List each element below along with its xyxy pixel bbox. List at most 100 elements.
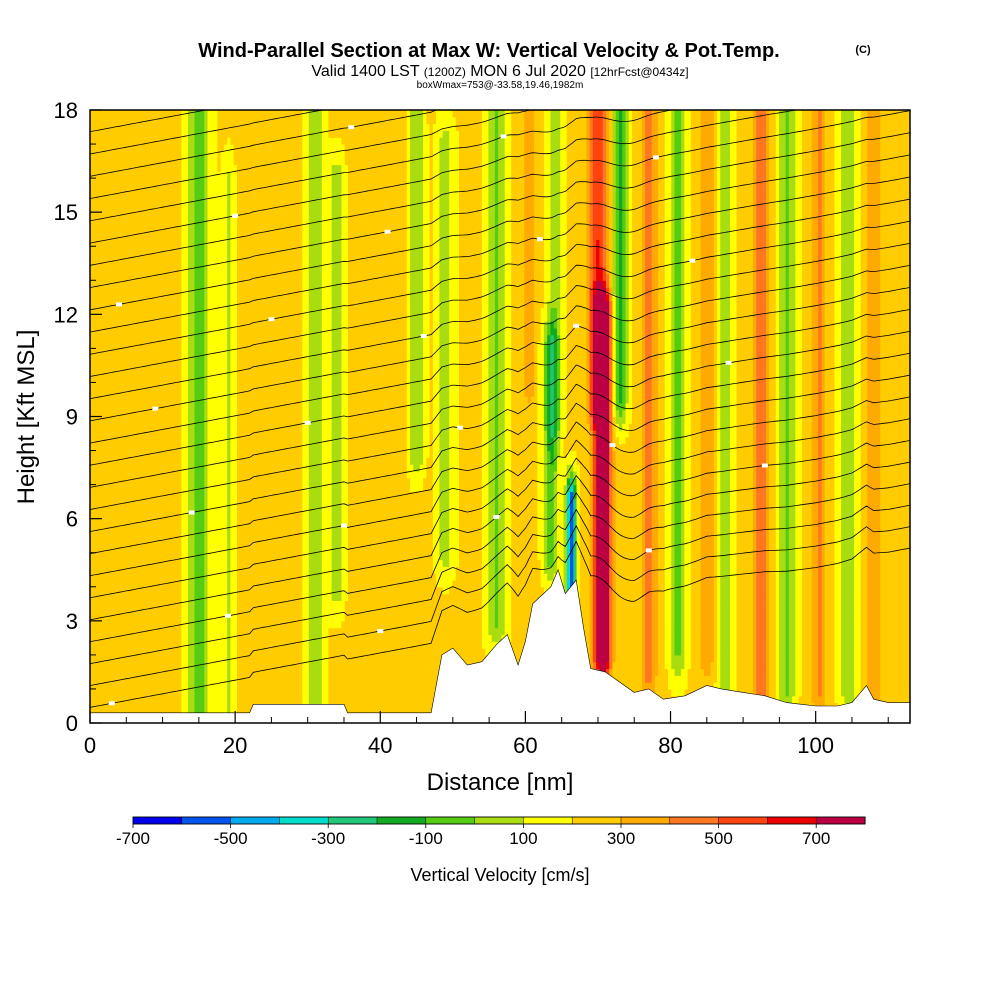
w-cell <box>122 443 127 452</box>
w-cell <box>122 150 127 159</box>
w-cell <box>112 491 117 499</box>
w-cell <box>129 321 134 329</box>
w-cell <box>125 375 130 384</box>
w-cell <box>103 416 107 424</box>
w-cell <box>116 539 120 547</box>
w-cell <box>103 573 107 581</box>
w-cell <box>125 130 130 138</box>
w-cell <box>112 457 117 465</box>
w-cell <box>90 259 94 268</box>
w-cell <box>122 110 127 118</box>
w-cell <box>96 436 101 445</box>
w-cell <box>96 470 101 479</box>
w-cell <box>106 573 111 581</box>
w-cell <box>135 682 140 690</box>
w-cell <box>106 532 111 540</box>
w-cell <box>119 375 124 384</box>
w-cell <box>116 307 120 315</box>
w-cell <box>106 614 111 622</box>
w-cell <box>129 110 134 118</box>
w-cell <box>122 430 127 438</box>
w-cell <box>99 157 104 166</box>
w-cell <box>90 648 94 656</box>
w-cell <box>122 130 127 138</box>
w-cell <box>125 355 130 363</box>
w-cell <box>103 205 107 213</box>
w-cell <box>122 477 127 486</box>
w-cell <box>125 212 130 220</box>
w-cell <box>119 436 124 445</box>
w-cell <box>103 293 107 302</box>
w-cell <box>96 641 101 649</box>
w-cell <box>116 123 120 132</box>
w-cell <box>109 491 114 499</box>
w-cell <box>106 477 111 486</box>
w-cell <box>109 389 114 397</box>
w-cell <box>112 436 117 445</box>
w-cell <box>93 321 98 329</box>
w-cell <box>109 355 114 363</box>
w-cell <box>125 341 130 349</box>
w-cell <box>93 157 98 166</box>
w-cell <box>129 239 134 247</box>
w-cell <box>116 525 120 533</box>
w-cell <box>132 184 137 193</box>
w-cell <box>109 287 114 295</box>
w-cell <box>103 402 107 411</box>
w-cell <box>112 368 117 377</box>
w-cell <box>106 225 111 234</box>
w-cell <box>116 641 120 649</box>
w-cell <box>129 505 134 513</box>
w-cell <box>129 464 134 472</box>
w-cell <box>99 491 104 499</box>
w-cell <box>93 225 98 234</box>
w-cell <box>103 559 107 567</box>
w-cell <box>122 287 127 295</box>
w-cell <box>93 627 98 636</box>
w-cell <box>129 607 134 615</box>
w-cell <box>116 423 120 431</box>
w-cell <box>90 348 94 356</box>
w-cell <box>96 600 101 608</box>
w-cell <box>109 321 114 329</box>
w-cell <box>106 382 111 390</box>
w-cell <box>90 600 94 608</box>
w-cell <box>129 341 134 349</box>
w-cell <box>122 253 127 261</box>
w-cell <box>119 327 124 336</box>
w-cell <box>132 321 137 329</box>
w-cell <box>106 682 111 690</box>
w-cell <box>112 402 117 411</box>
w-cell <box>129 205 134 213</box>
w-cell <box>112 280 117 288</box>
w-cell <box>99 552 104 561</box>
w-cell <box>96 362 101 370</box>
w-cell <box>129 266 134 275</box>
w-cell <box>90 695 94 704</box>
w-cell <box>96 464 101 472</box>
w-cell <box>96 620 101 629</box>
w-cell <box>135 702 140 710</box>
w-cell <box>132 191 137 200</box>
w-cell <box>106 402 111 411</box>
w-cell <box>109 130 114 138</box>
w-cell <box>90 389 94 397</box>
w-cell <box>129 450 134 458</box>
w-cell <box>122 116 127 125</box>
w-cell <box>96 198 101 206</box>
w-cell <box>106 130 111 138</box>
w-cell <box>99 355 104 363</box>
w-cell <box>99 334 104 343</box>
w-cell <box>129 259 134 268</box>
w-cell <box>129 253 134 261</box>
w-cell <box>109 116 114 125</box>
w-cell <box>93 552 98 561</box>
w-cell <box>109 232 114 241</box>
w-cell <box>122 273 127 281</box>
w-cell <box>90 307 94 315</box>
w-cell <box>125 389 130 397</box>
w-cell <box>119 702 124 710</box>
w-cell <box>125 287 130 295</box>
w-cell <box>99 620 104 629</box>
w-cell <box>129 382 134 390</box>
